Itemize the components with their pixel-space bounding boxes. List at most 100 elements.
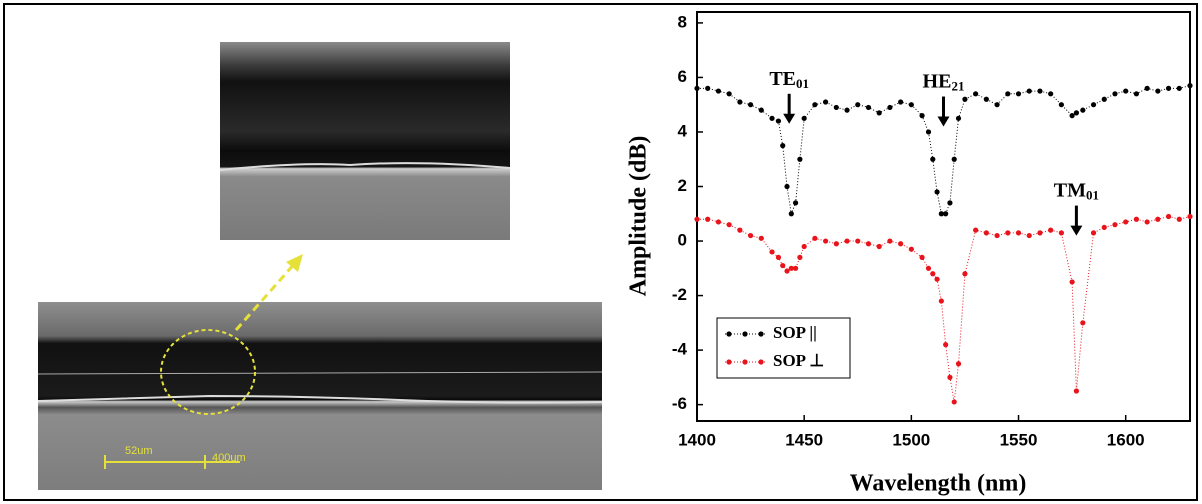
cladding-edge [37,394,603,404]
y-tick-label: -4 [672,340,688,359]
data-point [801,243,807,250]
y-tick-label: -2 [672,285,687,304]
annotation: TE01 [769,67,809,90]
data-point [1073,388,1079,394]
data-point [1165,213,1172,220]
data-point [1144,219,1150,225]
data-point [1037,88,1043,94]
data-point [943,211,949,217]
data-point [925,129,932,135]
data-point [715,219,722,225]
data-point [812,102,818,108]
x-tick-label: 1450 [785,430,823,449]
x-tick-label: 1500 [892,430,930,449]
data-point [955,115,962,121]
data-point [855,238,861,244]
data-point [983,230,989,236]
data-point [1090,102,1097,108]
data-point [934,189,940,195]
data-point [865,241,872,247]
data-point [930,271,936,277]
legend-box [716,317,851,379]
data-point [994,102,1000,108]
data-point [983,96,989,102]
data-point [694,216,700,222]
data-point [908,102,914,108]
data-point [1005,230,1011,236]
data-point [947,374,953,380]
x-tick-label: 1600 [1107,430,1145,449]
annotation-text: TE [769,67,796,89]
data-point [1123,219,1129,225]
data-point [1080,107,1086,113]
data-point [784,183,790,190]
data-point [919,254,925,260]
y-tick-label: 4 [678,121,688,140]
data-point [876,243,882,250]
data-point [1112,91,1118,97]
data-point [876,110,882,116]
data-point [973,227,979,233]
data-point [788,211,794,217]
data-point [898,241,904,247]
y-tick-label: 0 [678,231,687,250]
data-point [1069,113,1075,119]
data-point [951,399,957,405]
data-point [812,235,818,241]
scale-label: 400um [212,452,246,464]
annotation-subscript: 21 [951,79,964,94]
data-point [962,96,968,102]
data-point [769,115,775,121]
legend-marker [742,331,748,337]
y-axis-label: Amplitude (dB) [626,136,652,297]
data-point [973,91,979,97]
data-point [1112,222,1118,228]
data-point [919,113,925,119]
x-axis-label: Wavelength (nm) [850,471,1027,497]
data-point [962,271,968,277]
data-point [1026,88,1032,94]
legend-marker [726,359,732,365]
data-point [823,99,829,105]
data-point [1005,91,1011,97]
fiber-image [38,302,602,490]
data-point [793,200,799,206]
x-tick-label: 1400 [678,430,716,449]
data-point [705,85,711,91]
zoom-arrowhead [286,254,303,272]
data-point [775,118,782,124]
data-point [1176,216,1182,222]
data-point [1058,230,1064,236]
data-point [737,227,743,233]
data-point [934,276,940,282]
data-point [784,268,790,274]
data-point [793,265,799,271]
data-point [943,342,949,348]
data-point [780,262,786,269]
annotation-arrowhead [1070,225,1083,236]
annotation: TM01 [1054,179,1099,202]
data-point [887,104,893,111]
data-point [788,265,794,271]
annotation: HE21 [923,70,965,93]
legend-label: SOP || [773,323,817,342]
y-tick-label: 2 [678,176,687,195]
data-point [1026,232,1032,239]
data-point [994,232,1000,239]
data-point [1133,216,1140,222]
scale-label: 52um [125,445,153,457]
data-point [833,104,839,111]
data-point [930,156,936,162]
data-point [865,104,872,111]
data-point [855,102,861,108]
legend-marker [742,359,748,365]
data-point [1080,320,1086,326]
data-point [775,254,782,260]
micrographs: 52um 400um [37,42,603,490]
annotation-subscript: 01 [796,76,809,91]
data-point [747,102,754,108]
zoom-image [220,42,510,240]
data-point [823,238,829,244]
zoom-arrow [234,261,298,331]
